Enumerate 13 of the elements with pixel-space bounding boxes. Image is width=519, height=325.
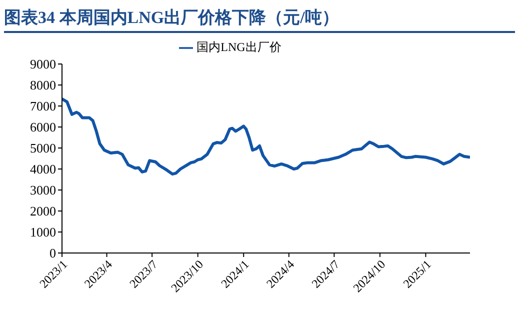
- y-tick-label: 7000: [30, 98, 56, 114]
- y-tick-label: 4000: [30, 162, 56, 177]
- y-tick-label: 2000: [30, 204, 56, 219]
- y-tick-label: 0: [50, 246, 56, 261]
- line-series: [62, 97, 470, 176]
- y-tick-label: 3000: [30, 182, 56, 198]
- y-tick-label: 1000: [30, 224, 56, 240]
- y-tick-label: 5000: [30, 140, 56, 156]
- y-tick-label: 6000: [30, 120, 56, 135]
- y-tick-label: 9000: [30, 56, 56, 72]
- y-tick-label: 8000: [30, 78, 56, 93]
- chart-title: 图表34 本周国内LNG出厂价格下降（元/吨）: [4, 6, 515, 33]
- legend-label: 国内LNG出厂价: [196, 40, 282, 54]
